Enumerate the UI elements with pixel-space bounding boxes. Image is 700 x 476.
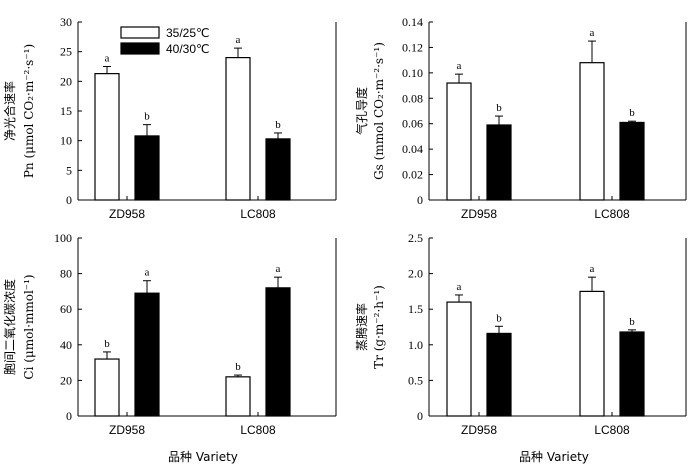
y-tick-label: 100 — [54, 231, 72, 245]
y-tick-label: 60 — [60, 302, 72, 316]
x-tick-label: ZD958 — [461, 423, 497, 437]
y-axis-label-cn: 气孔导度 — [354, 87, 369, 135]
significance-letter: a — [457, 281, 462, 293]
y-axis-label-cn: 胞间二氧化碳浓度 — [2, 279, 17, 375]
y-axis-label: Ci (μmol·mmol⁻¹) — [22, 274, 36, 379]
bar-control-zd958 — [446, 301, 472, 417]
y-tick-label: 15 — [60, 104, 72, 118]
y-axis-label-cn: 蒸腾速率 — [354, 303, 369, 351]
y-tick-label: 0.06 — [402, 117, 423, 131]
y-tick-label: 40 — [60, 338, 72, 352]
significance-letter: b — [235, 361, 241, 373]
y-tick-label: 1.5 — [408, 302, 423, 316]
y-tick-label: 0.5 — [408, 373, 423, 387]
y-tick-label: 30 — [60, 15, 72, 29]
significance-letter: b — [629, 107, 635, 119]
bar-heat-lc808 — [265, 138, 291, 201]
y-tick-label: 0.02 — [402, 168, 423, 182]
bar-control-zd958 — [94, 358, 120, 417]
y-tick-label: 0 — [417, 193, 423, 207]
significance-letter: a — [145, 267, 150, 279]
bar-heat-lc808 — [619, 331, 645, 417]
bar-control-lc808 — [579, 290, 605, 417]
bar-heat-lc808 — [619, 121, 645, 201]
legend-swatch-control — [120, 26, 160, 39]
y-tick-label: 0.14 — [402, 15, 423, 29]
x-tick-label: LC808 — [240, 207, 276, 221]
significance-letter: a — [276, 263, 281, 275]
significance-letter: b — [144, 111, 150, 123]
y-tick-label: 0 — [417, 409, 423, 423]
x-tick-label: ZD958 — [109, 423, 145, 437]
significance-letter: b — [104, 338, 110, 350]
y-tick-label: 0.04 — [402, 142, 423, 156]
y-tick-label: 20 — [60, 74, 72, 88]
y-tick-label: 0.10 — [402, 66, 423, 80]
y-axis-label-cn: 净光合速率 — [2, 81, 17, 141]
x-tick-label: LC808 — [240, 423, 276, 437]
bar-heat-zd958 — [134, 292, 160, 417]
y-tick-label: 80 — [60, 267, 72, 281]
y-tick-label: 20 — [60, 373, 72, 387]
x-tick-label: ZD958 — [109, 207, 145, 221]
chart-panel-4: 0 0.5 1.0 1.5 2.0 2.5 ZD958 a b LC808 a b 蒸腾速率 Tr (g·… — [354, 231, 687, 437]
y-axis-label: Pn (μmol CO₂·m⁻²·s⁻¹) — [22, 44, 36, 178]
y-tick-label: 2.5 — [408, 231, 423, 245]
bar-control-lc808 — [579, 62, 605, 201]
significance-letter: b — [496, 102, 502, 114]
chart-panel-3: 0 20 40 60 80 100 ZD958 b a LC808 b a 胞间二氧化碳浓度 Ci (μm… — [2, 231, 337, 437]
y-tick-label: 25 — [60, 45, 72, 59]
y-tick-label: 1.0 — [408, 338, 423, 352]
legend-swatch-heat — [120, 42, 160, 55]
x-tick-label: LC808 — [594, 423, 630, 437]
bar-control-zd958 — [94, 73, 120, 201]
bar-heat-lc808 — [265, 287, 291, 417]
bar-heat-zd958 — [134, 135, 160, 201]
y-tick-label: 0 — [66, 193, 72, 207]
chart-panel-2: 0 0.02 0.04 0.06 0.08 0.10 0.12 0.14 ZD958 a b LC80… — [354, 15, 687, 221]
significance-letter: b — [496, 312, 502, 324]
x-tick-label: LC808 — [594, 207, 630, 221]
bar-control-lc808 — [225, 376, 251, 417]
y-axis-label: Gs (mmol CO₂·m⁻²·s⁻¹) — [372, 42, 386, 180]
bar-heat-zd958 — [486, 332, 512, 417]
x-tick-label: ZD958 — [461, 207, 497, 221]
bar-control-lc808 — [225, 56, 251, 201]
significance-letter: a — [105, 53, 110, 65]
chart-panel-1: 0 5 10 15 20 25 30 ZD958 a b LC808 a b 净光合速率 Pn (μmol … — [2, 15, 337, 221]
y-tick-label: 5 — [66, 163, 72, 177]
bar-heat-zd958 — [486, 124, 512, 201]
x-axis-title-left: 品种 Variety — [168, 450, 238, 464]
significance-letter: a — [457, 60, 462, 72]
x-axis-title-right: 品种 Variety — [519, 450, 589, 464]
significance-letter: b — [275, 119, 281, 131]
bar-control-zd958 — [446, 82, 472, 201]
y-tick-label: 0.08 — [402, 91, 423, 105]
y-tick-label: 0 — [66, 409, 72, 423]
y-tick-label: 2.0 — [408, 267, 423, 281]
y-axis-label: Tr (g·m⁻²·h⁻¹) — [372, 285, 386, 369]
y-tick-label: 0.12 — [402, 40, 423, 54]
legend-label-heat: 40/30℃ — [166, 42, 210, 56]
legend: 35/25℃ 40/30℃ — [120, 26, 210, 56]
legend-label-control: 35/25℃ — [166, 26, 210, 40]
significance-letter: b — [629, 316, 635, 328]
significance-letter: a — [236, 34, 241, 46]
y-tick-label: 10 — [60, 134, 72, 148]
significance-letter: a — [590, 263, 595, 275]
significance-letter: a — [590, 27, 595, 39]
